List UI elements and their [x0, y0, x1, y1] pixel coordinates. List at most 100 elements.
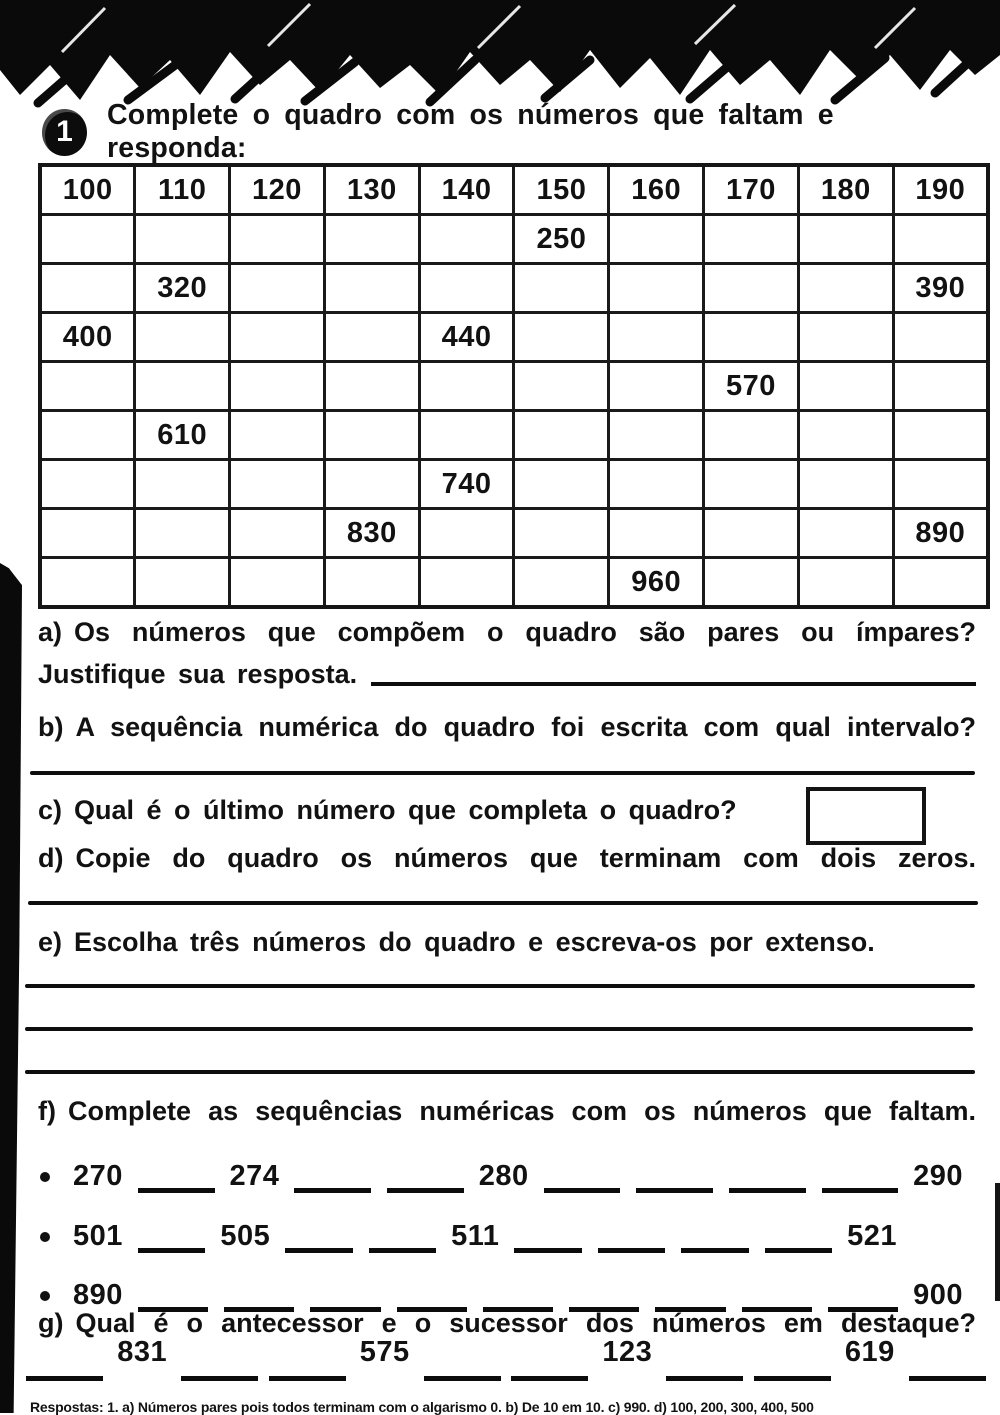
table-cell-empty[interactable]	[512, 262, 611, 314]
table-cell-empty[interactable]	[607, 458, 706, 510]
antecessor-blank[interactable]	[26, 1366, 104, 1381]
table-cell-empty[interactable]	[417, 213, 516, 265]
table-cell-empty[interactable]	[512, 409, 611, 461]
table-cell-empty[interactable]	[417, 409, 516, 461]
sequence-blank[interactable]	[569, 1281, 640, 1312]
sequence-blank[interactable]	[396, 1281, 467, 1312]
table-cell-empty[interactable]	[322, 262, 421, 314]
table-cell-empty[interactable]	[702, 213, 800, 265]
answer-line-a[interactable]	[371, 672, 976, 686]
table-cell-empty[interactable]	[38, 360, 137, 412]
sequence-blank[interactable]	[728, 1162, 806, 1193]
table-cell-empty[interactable]	[512, 360, 611, 412]
table-cell-empty[interactable]	[38, 213, 137, 265]
table-cell-empty[interactable]	[796, 360, 895, 412]
sequence-blank[interactable]	[368, 1222, 437, 1253]
table-cell-empty[interactable]	[133, 507, 232, 559]
sequence-blank[interactable]	[764, 1222, 833, 1253]
table-cell-empty[interactable]	[228, 458, 326, 510]
table-cell-empty[interactable]	[891, 213, 990, 265]
table-cell-empty[interactable]	[228, 311, 326, 363]
sequence-blank[interactable]	[543, 1162, 621, 1193]
table-cell-empty[interactable]	[607, 213, 706, 265]
table-cell-empty[interactable]	[322, 311, 421, 363]
table-cell-empty[interactable]	[607, 409, 706, 461]
table-cell-empty[interactable]	[512, 458, 611, 510]
table-cell-empty[interactable]	[38, 556, 137, 609]
sequence-blank[interactable]	[821, 1162, 899, 1193]
table-cell-empty[interactable]	[607, 507, 706, 559]
table-cell-empty[interactable]	[38, 262, 137, 314]
table-cell-empty[interactable]	[796, 556, 895, 609]
table-cell-empty[interactable]	[607, 360, 706, 412]
sequence-blank[interactable]	[514, 1222, 582, 1253]
answer-line-e3[interactable]	[25, 1070, 975, 1074]
sucessor-blank[interactable]	[181, 1366, 259, 1381]
sucessor-blank[interactable]	[423, 1366, 501, 1381]
sequence-blank[interactable]	[137, 1162, 215, 1193]
answer-line-e2[interactable]	[25, 1027, 973, 1031]
table-cell-empty[interactable]	[796, 507, 895, 559]
table-cell-empty[interactable]	[417, 556, 516, 609]
table-cell-empty[interactable]	[891, 556, 990, 609]
sequence-blank[interactable]	[137, 1281, 209, 1312]
table-cell-empty[interactable]	[512, 556, 611, 609]
sequence-blank[interactable]	[224, 1281, 295, 1312]
table-cell-empty[interactable]	[702, 556, 800, 609]
table-cell-empty[interactable]	[702, 507, 800, 559]
table-cell-empty[interactable]	[133, 213, 232, 265]
table-cell-empty[interactable]	[228, 213, 326, 265]
table-cell-empty[interactable]	[38, 458, 137, 510]
table-cell-empty[interactable]	[322, 213, 421, 265]
antecessor-blank[interactable]	[511, 1366, 589, 1381]
table-cell-empty[interactable]	[133, 458, 232, 510]
table-cell-empty[interactable]	[322, 409, 421, 461]
table-cell-empty[interactable]	[891, 360, 990, 412]
sequence-blank[interactable]	[741, 1281, 812, 1312]
table-cell-empty[interactable]	[891, 458, 990, 510]
sequence-blank[interactable]	[636, 1162, 713, 1193]
answer-line-e1[interactable]	[25, 984, 975, 988]
table-cell-empty[interactable]	[322, 556, 421, 609]
answer-box-c[interactable]	[806, 787, 926, 845]
answer-line-b[interactable]	[30, 771, 975, 775]
sucessor-blank[interactable]	[666, 1366, 744, 1381]
table-cell-empty[interactable]	[228, 360, 326, 412]
table-cell-empty[interactable]	[796, 262, 895, 314]
table-cell-empty[interactable]	[702, 311, 800, 363]
table-cell-empty[interactable]	[702, 458, 800, 510]
table-cell-empty[interactable]	[322, 360, 421, 412]
antecessor-blank[interactable]	[753, 1366, 831, 1381]
table-cell-empty[interactable]	[607, 311, 706, 363]
table-cell-empty[interactable]	[796, 409, 895, 461]
sequence-blank[interactable]	[482, 1281, 554, 1312]
sequence-blank[interactable]	[597, 1222, 666, 1253]
sequence-blank[interactable]	[655, 1281, 726, 1312]
antecessor-blank[interactable]	[268, 1366, 346, 1381]
table-cell-empty[interactable]	[133, 311, 232, 363]
sequence-blank[interactable]	[681, 1222, 749, 1253]
table-cell-empty[interactable]	[891, 311, 990, 363]
table-cell-empty[interactable]	[796, 213, 895, 265]
sucessor-blank[interactable]	[908, 1366, 987, 1381]
table-cell-empty[interactable]	[512, 311, 611, 363]
table-cell-empty[interactable]	[38, 409, 137, 461]
table-cell-empty[interactable]	[38, 507, 137, 559]
table-cell-empty[interactable]	[228, 409, 326, 461]
table-cell-empty[interactable]	[417, 507, 516, 559]
table-cell-empty[interactable]	[702, 262, 800, 314]
table-cell-empty[interactable]	[228, 262, 326, 314]
table-cell-empty[interactable]	[891, 409, 990, 461]
table-cell-empty[interactable]	[133, 360, 232, 412]
table-cell-empty[interactable]	[702, 409, 800, 461]
sequence-blank[interactable]	[387, 1162, 464, 1193]
table-cell-empty[interactable]	[417, 360, 516, 412]
table-cell-empty[interactable]	[607, 262, 706, 314]
answer-line-d[interactable]	[28, 901, 978, 905]
table-cell-empty[interactable]	[228, 507, 326, 559]
table-cell-empty[interactable]	[512, 507, 611, 559]
sequence-blank[interactable]	[310, 1281, 381, 1312]
table-cell-empty[interactable]	[796, 458, 895, 510]
sequence-blank[interactable]	[827, 1281, 899, 1312]
table-cell-empty[interactable]	[417, 262, 516, 314]
